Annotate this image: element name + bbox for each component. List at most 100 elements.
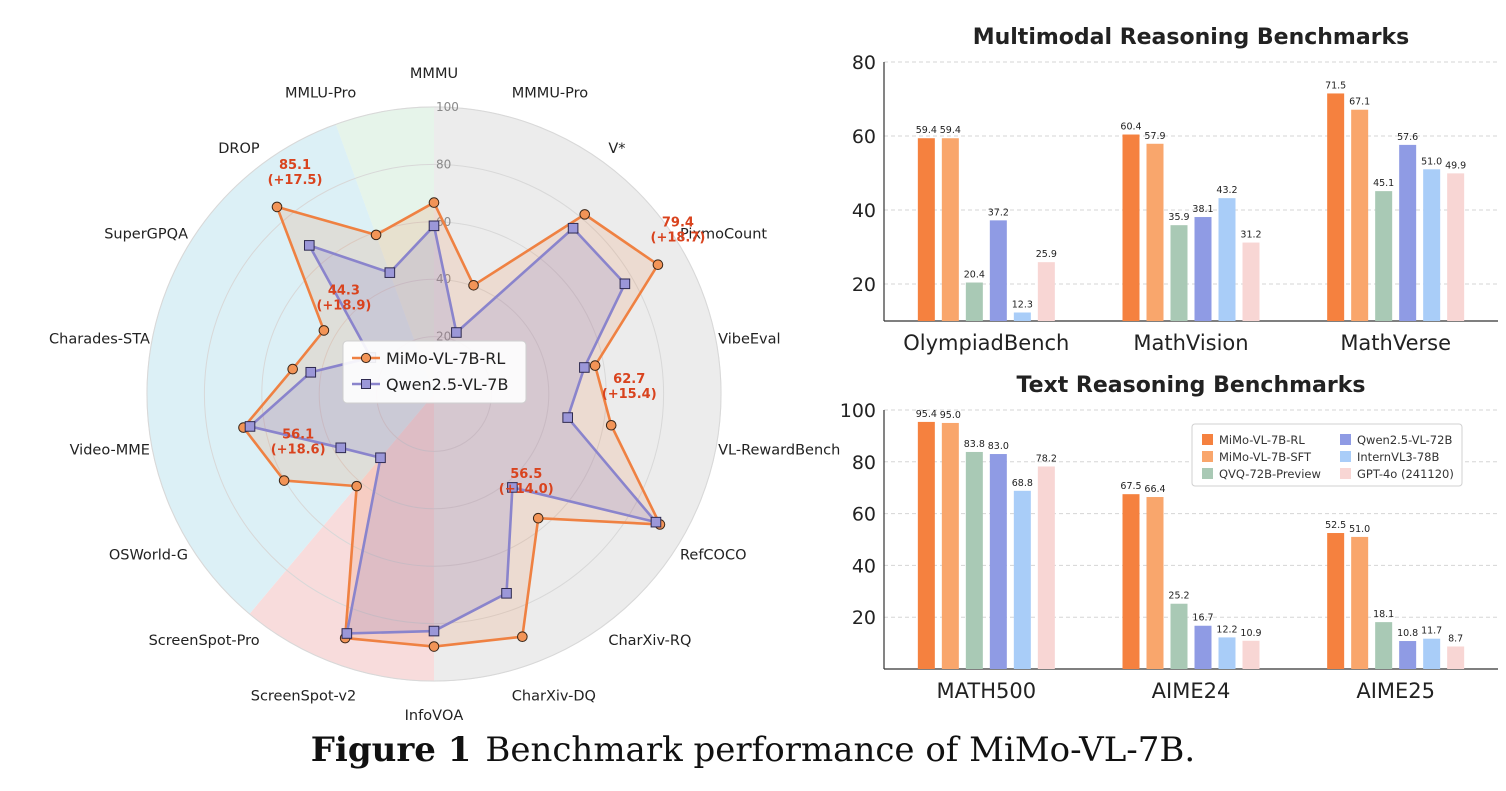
bar-value-label: 83.8 — [964, 439, 985, 450]
radar-point-qwen2-5-vl-7b — [567, 222, 579, 234]
legend-label-qvq-72b-preview: QVQ-72B-Preview — [1219, 467, 1321, 481]
radar-tick-label: 80 — [436, 157, 451, 171]
bar-value-label: 25.2 — [1168, 591, 1189, 602]
radar-point-mimo-vl-7b-rl — [517, 631, 528, 643]
bar-qwen2-5-vl-72b — [1399, 144, 1417, 321]
bar-value-label: 95.4 — [916, 409, 937, 420]
radar-axis-label: Charades-STA — [49, 331, 150, 347]
legend-swatch-mimo-vl-7b-rl — [1202, 434, 1213, 445]
radar-point-qwen2-5-vl-7b — [384, 267, 396, 278]
radar-axis-label: ScreenSpot-Pro — [149, 633, 260, 649]
bar-value-label: 51.0 — [1421, 156, 1442, 167]
x-tick-label: MathVerse — [1340, 331, 1451, 355]
radar-point-qwen2-5-vl-7b — [341, 628, 353, 639]
bar-value-label: 37.2 — [988, 207, 1009, 218]
bar-value-label: 38.1 — [1192, 204, 1213, 215]
radar-annotation-value: 79.4 — [662, 216, 694, 231]
bar-value-label: 20.4 — [964, 270, 985, 281]
radar-annotation-delta: (+17.5) — [268, 173, 323, 188]
legend-label-rl: MiMo-VL-7B-RL — [386, 349, 505, 368]
bar-value-label: 10.8 — [1397, 628, 1418, 639]
radar-grid-ring — [318, 278, 550, 510]
radar-point-qwen2-5-vl-7b — [428, 220, 440, 232]
radar-point-mimo-vl-7b-rl — [428, 641, 440, 652]
radar-point-qwen2-5-vl-7b — [428, 625, 440, 637]
radar-axis-label: VL-RewardBench — [718, 443, 840, 459]
radar-point-mimo-vl-7b-rl — [589, 360, 601, 371]
radar-annotation-value: 56.5 — [510, 467, 542, 482]
x-tick-label: OlympiadBench — [903, 331, 1069, 355]
bar-qvq-72b-preview — [1170, 603, 1188, 669]
bar-value-label: 59.4 — [940, 125, 961, 136]
bar-qwen2-5-vl-72b — [1399, 641, 1417, 669]
radar-tick-label: 40 — [436, 272, 451, 286]
radar-axis-label: MMMU-Pro — [512, 85, 589, 101]
bar-value-label: 57.9 — [1144, 131, 1165, 142]
radar-annotation-value: 56.1 — [282, 428, 314, 443]
bar-chart-title: Text Reasoning Benchmarks — [1017, 373, 1366, 398]
radar-point-qwen2-5-vl-7b — [650, 516, 662, 528]
radar-axis-label: MMLU-Pro — [285, 85, 356, 101]
radar-axis-label: SuperGPQA — [104, 227, 188, 243]
legend-label-qwen: Qwen2.5-VL-7B — [386, 375, 508, 394]
bar-internvl3-78b — [1013, 312, 1031, 321]
legend-label-gpt-4o-241120: GPT-4o (241120) — [1357, 467, 1454, 481]
bar-mimo-vl-7b-sft — [1351, 109, 1369, 321]
radar-annotation-value: 62.7 — [613, 372, 645, 387]
y-tick-label: 60 — [852, 126, 876, 148]
y-tick-label: 40 — [852, 555, 876, 577]
bar-qwen2-5-vl-72b — [989, 454, 1007, 669]
radar-grid-ring — [146, 106, 722, 682]
radar-point-mimo-vl-7b-rl — [579, 209, 591, 220]
bar-chart-title: Multimodal Reasoning Benchmarks — [973, 25, 1410, 50]
legend-swatch-qwen2-5-vl-72b — [1340, 434, 1351, 445]
bar-gpt-4o-241120 — [1242, 242, 1260, 321]
radar-point-mimo-vl-7b-rl — [278, 475, 290, 486]
legend-label-internvl3-78b: InternVL3-78B — [1357, 450, 1439, 464]
bar-value-label: 95.0 — [940, 410, 961, 421]
legend-marker-qwen — [361, 379, 371, 389]
radar-legend-box — [342, 340, 527, 404]
bar-value-label: 66.4 — [1144, 484, 1165, 495]
legend-swatch-mimo-vl-7b-sft — [1202, 451, 1213, 462]
x-tick-label: MathVision — [1133, 331, 1248, 355]
bar-value-label: 35.9 — [1168, 212, 1189, 223]
radar-tick-label: 100 — [436, 100, 459, 114]
bar-value-label: 12.2 — [1216, 624, 1237, 635]
bar-qvq-72b-preview — [1170, 225, 1188, 321]
figure-caption: Figure 1 Benchmark performance of MiMo-VL… — [0, 730, 1506, 770]
radar-annotation-delta: (+18.6) — [271, 443, 326, 458]
radar-axis-label: Video-MME — [70, 443, 150, 459]
bar-value-label: 57.6 — [1397, 132, 1418, 143]
bar-qvq-72b-preview — [1375, 622, 1393, 669]
text-reasoning-bar-chart: Text Reasoning Benchmarks 20 40 60 80 100 95.4… — [840, 373, 1498, 703]
radar-point-mimo-vl-7b-rl — [351, 480, 363, 492]
bar-value-label: 25.9 — [1036, 249, 1057, 260]
bar-value-label: 78.2 — [1036, 453, 1057, 464]
bar-internvl3-78b — [1218, 637, 1236, 669]
bar-qvq-72b-preview — [1375, 191, 1393, 321]
radar-point-mimo-vl-7b-rl — [532, 512, 544, 524]
bar-qwen2-5-vl-72b — [1194, 625, 1212, 669]
bar-value-label: 18.1 — [1373, 609, 1394, 620]
multimodal-reasoning-bar-chart: Multimodal Reasoning Benchmarks 20 40 60 80 5… — [852, 25, 1498, 355]
x-tick-label: AIME24 — [1152, 679, 1231, 703]
bar-mimo-vl-7b-rl — [917, 138, 935, 321]
bar-gpt-4o-241120 — [1447, 173, 1465, 321]
radar-axis-label: MMMU — [410, 66, 458, 82]
radar-point-qwen2-5-vl-7b — [335, 442, 347, 454]
radar-point-mimo-vl-7b-rl — [370, 229, 382, 241]
bar-value-label: 71.5 — [1325, 80, 1346, 91]
y-tick-label: 60 — [852, 504, 876, 526]
bar-value-label: 31.2 — [1240, 230, 1261, 241]
bar-value-label: 11.7 — [1421, 626, 1442, 637]
y-tick-label: 20 — [852, 274, 876, 296]
legend-label-mimo-vl-7b-rl: MiMo-VL-7B-RL — [1219, 433, 1305, 447]
radar-axis-label: CharXiv-RQ — [608, 633, 691, 649]
bar-legend: MiMo-VL-7B-RL MiMo-VL-7B-SFT QVQ-72B-Previ… — [1191, 423, 1463, 487]
legend-swatch-qvq-72b-preview — [1202, 468, 1213, 479]
radar-chart: 20406080100MMMUMMMU-ProV*PixmoCountVibeE… — [49, 66, 840, 720]
radar-axis-label: ScreenSpot-v2 — [251, 689, 356, 705]
radar-point-qwen2-5-vl-7b — [579, 362, 590, 373]
bar-internvl3-78b — [1013, 490, 1031, 669]
